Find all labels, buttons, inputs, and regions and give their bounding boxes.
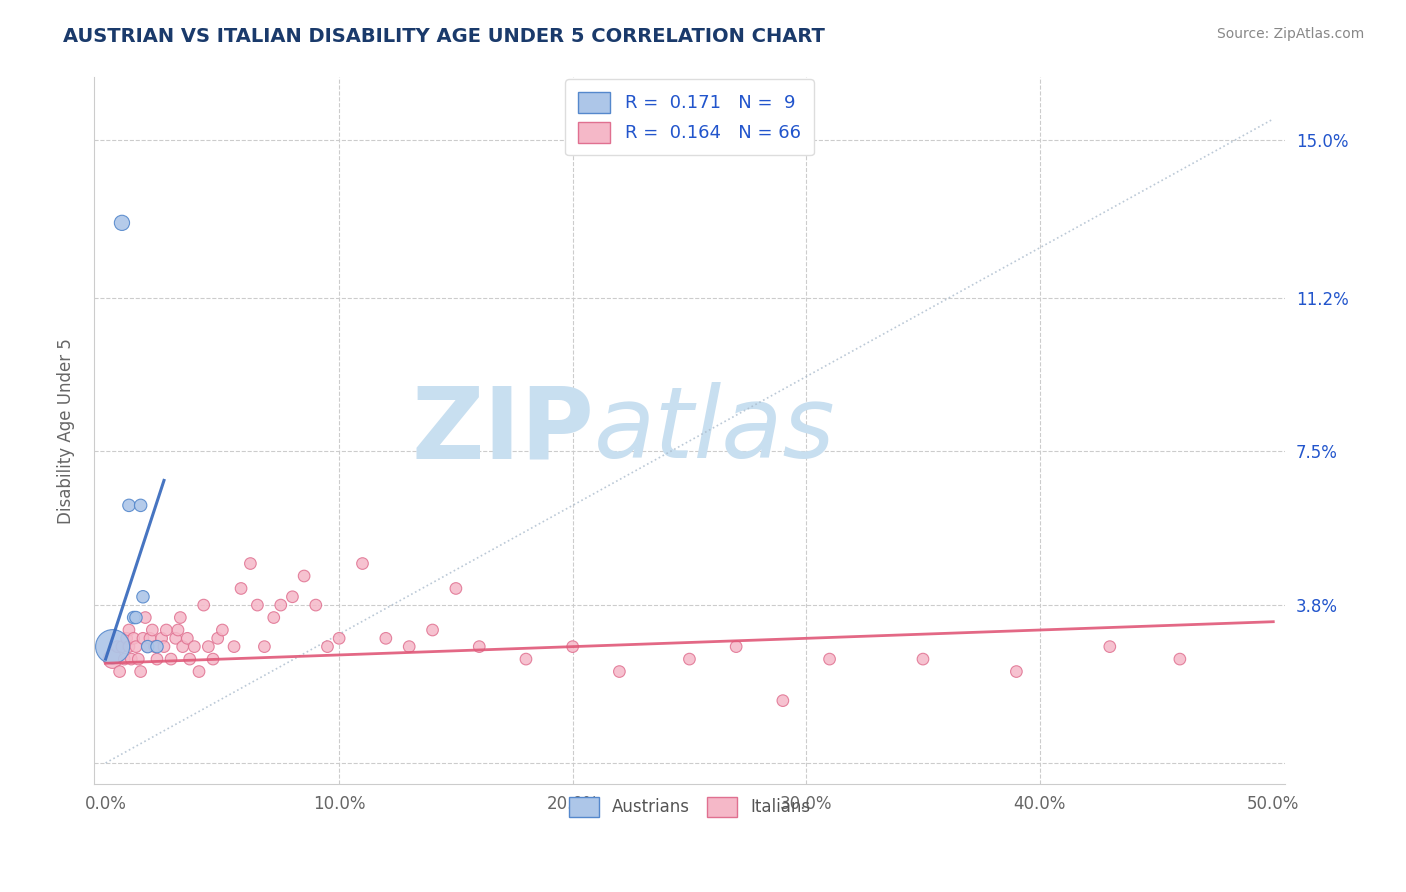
Point — [1168, 652, 1191, 666]
Point — [211, 623, 233, 637]
Text: AUSTRIAN VS ITALIAN DISABILITY AGE UNDER 5 CORRELATION CHART: AUSTRIAN VS ITALIAN DISABILITY AGE UNDER… — [63, 27, 825, 45]
Point — [111, 640, 134, 654]
Point — [179, 652, 201, 666]
Point — [155, 623, 177, 637]
Point — [468, 640, 491, 654]
Point — [202, 652, 225, 666]
Point — [153, 640, 176, 654]
Point — [167, 623, 190, 637]
Point — [122, 610, 145, 624]
Point — [169, 610, 191, 624]
Point — [197, 640, 219, 654]
Point — [305, 598, 328, 612]
Point — [118, 623, 141, 637]
Point — [176, 632, 198, 646]
Point — [172, 640, 194, 654]
Point — [183, 640, 205, 654]
Point — [112, 652, 135, 666]
Point — [239, 557, 262, 571]
Point — [115, 632, 138, 646]
Point — [515, 652, 537, 666]
Point — [146, 652, 169, 666]
Point — [678, 652, 700, 666]
Point — [132, 632, 155, 646]
Point — [129, 499, 152, 513]
Point — [270, 598, 292, 612]
Point — [281, 590, 304, 604]
Point — [444, 582, 467, 596]
Point — [422, 623, 444, 637]
Point — [143, 640, 166, 654]
Point — [118, 499, 141, 513]
Point — [150, 632, 173, 646]
Point — [105, 640, 128, 654]
Point — [207, 632, 229, 646]
Point — [101, 652, 124, 666]
Point — [111, 216, 134, 230]
Point — [139, 632, 162, 646]
Point — [1098, 640, 1121, 654]
Point — [818, 652, 841, 666]
Point — [193, 598, 215, 612]
Point — [561, 640, 583, 654]
Point — [108, 665, 131, 679]
Point — [118, 640, 141, 654]
Legend: Austrians, Italians: Austrians, Italians — [561, 789, 818, 825]
Point — [122, 632, 145, 646]
Point — [129, 665, 152, 679]
Point — [725, 640, 748, 654]
Point — [253, 640, 276, 654]
Point — [141, 623, 163, 637]
Point — [222, 640, 245, 654]
Point — [328, 632, 350, 646]
Text: ZIP: ZIP — [412, 382, 595, 479]
Point — [374, 632, 396, 646]
Point — [188, 665, 211, 679]
Point — [136, 640, 159, 654]
Point — [125, 640, 148, 654]
Point — [1005, 665, 1028, 679]
Text: Source: ZipAtlas.com: Source: ZipAtlas.com — [1216, 27, 1364, 41]
Point — [229, 582, 252, 596]
Point — [160, 652, 183, 666]
Point — [134, 610, 156, 624]
Point — [911, 652, 934, 666]
Point — [398, 640, 420, 654]
Point — [136, 640, 159, 654]
Point — [146, 640, 169, 654]
Point — [125, 610, 148, 624]
Point — [127, 652, 149, 666]
Point — [246, 598, 269, 612]
Point — [352, 557, 374, 571]
Point — [120, 652, 142, 666]
Point — [132, 590, 155, 604]
Point — [609, 665, 631, 679]
Point — [316, 640, 339, 654]
Point — [165, 632, 187, 646]
Point — [292, 569, 315, 583]
Y-axis label: Disability Age Under 5: Disability Age Under 5 — [58, 338, 75, 524]
Text: atlas: atlas — [595, 382, 835, 479]
Point — [772, 693, 794, 707]
Point — [263, 610, 285, 624]
Point — [101, 640, 124, 654]
